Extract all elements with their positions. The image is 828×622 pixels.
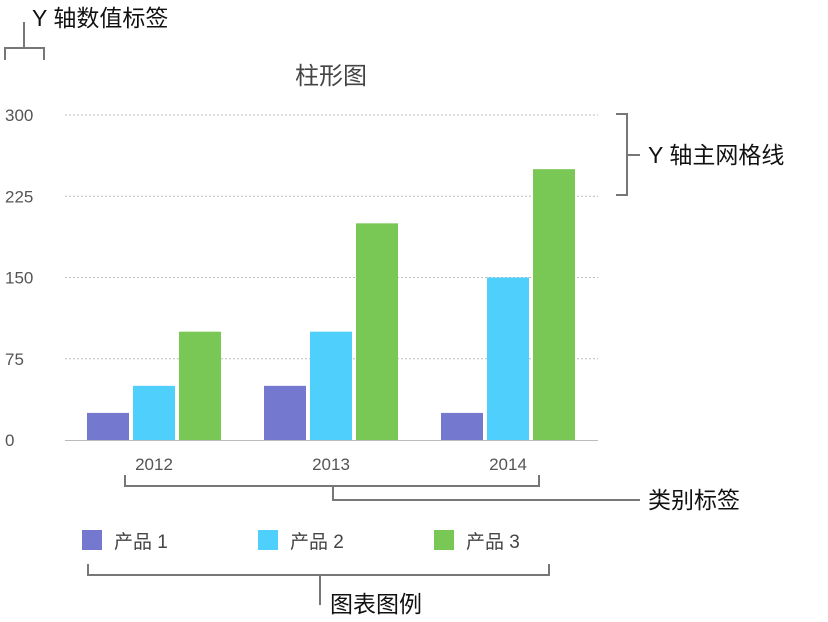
legend-label: 产品 1 — [114, 531, 168, 553]
x-category-label: 2012 — [135, 455, 173, 474]
legend-swatch — [258, 530, 278, 550]
x-category-label: 2014 — [489, 455, 527, 474]
y-tick-label: 300 — [5, 106, 33, 125]
gridline-bracket — [616, 113, 640, 196]
x-category-label: 2013 — [312, 455, 350, 474]
bar-2013-series-3 — [356, 223, 398, 440]
legend-label: 产品 3 — [466, 531, 520, 553]
legend-swatch — [434, 530, 454, 550]
bar-2012-series-3 — [179, 331, 221, 440]
category-label-bracket — [124, 475, 640, 501]
y-value-label-bracket — [4, 22, 45, 60]
annotation-category-labels: 类别标签 — [648, 487, 740, 513]
bar-2012-series-1 — [87, 412, 129, 440]
bar-2013-series-2 — [310, 331, 352, 440]
chart-title: 柱形图 — [295, 63, 367, 90]
y-tick-label: 225 — [5, 187, 33, 206]
y-tick-label: 0 — [5, 431, 14, 450]
bar-2014-series-3 — [533, 169, 575, 440]
annotation-brackets — [4, 22, 640, 605]
annotation-chart-legend: 图表图例 — [330, 591, 422, 617]
legend-label: 产品 2 — [290, 531, 344, 553]
legend-bracket — [87, 564, 550, 605]
y-tick-label: 150 — [5, 269, 33, 288]
annotation-y-axis-gridlines: Y 轴主网格线 — [648, 142, 784, 168]
bar-2013-series-1 — [264, 385, 306, 440]
bar-2014-series-1 — [441, 412, 483, 440]
y-tick-label: 75 — [5, 350, 24, 369]
bar-2012-series-2 — [133, 385, 175, 440]
annotation-y-axis-value-labels: Y 轴数值标签 — [32, 5, 168, 31]
legend-swatch — [82, 530, 102, 550]
bar-2014-series-2 — [487, 277, 529, 440]
